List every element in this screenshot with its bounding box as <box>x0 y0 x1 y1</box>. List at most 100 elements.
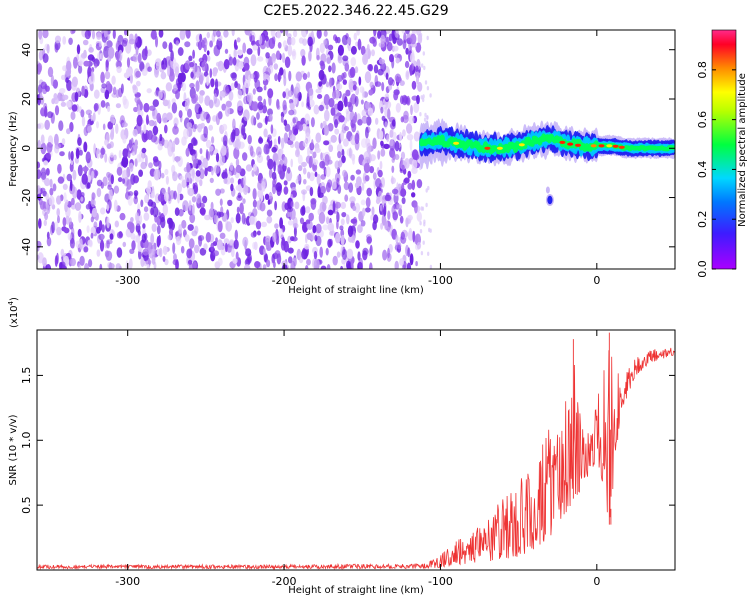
noise-speckle <box>415 261 418 267</box>
noise-speckle <box>184 41 191 48</box>
noise-speckle <box>392 45 399 52</box>
noise-speckle <box>197 235 205 241</box>
noise-speckle <box>416 242 422 250</box>
noise-speckle <box>411 192 416 198</box>
noise-speckle <box>230 217 234 224</box>
noise-speckle <box>199 179 203 187</box>
spectrogram-x-label: Height of straight line (km) <box>288 285 424 296</box>
noise-speckle <box>389 129 394 138</box>
noise-speckle <box>228 56 234 66</box>
noise-speckle <box>273 138 277 147</box>
noise-speckle <box>420 95 423 100</box>
noise-speckle <box>194 244 200 254</box>
noise-speckle <box>76 44 81 55</box>
noise-speckle <box>393 91 399 101</box>
noise-speckle <box>104 71 111 80</box>
noise-speckle <box>257 56 264 62</box>
noise-speckle <box>325 81 329 88</box>
spectrogram-marks <box>37 30 675 269</box>
noise-speckle <box>301 249 308 260</box>
noise-speckle <box>309 172 315 182</box>
noise-speckle <box>227 199 233 207</box>
noise-speckle <box>300 48 306 58</box>
noise-speckle <box>359 86 365 94</box>
noise-speckle <box>103 30 108 38</box>
noise-speckle <box>399 258 404 266</box>
noise-speckle <box>125 187 129 195</box>
noise-speckle <box>350 174 355 181</box>
noise-speckle <box>263 128 268 138</box>
noise-speckle <box>81 173 88 185</box>
noise-speckle <box>37 64 42 75</box>
noise-speckle <box>387 226 390 233</box>
noise-speckle <box>405 218 411 224</box>
noise-speckle <box>67 232 72 241</box>
noise-speckle <box>167 65 171 77</box>
noise-speckle <box>39 200 46 210</box>
noise-speckle <box>398 207 403 217</box>
noise-speckle <box>233 147 240 160</box>
noise-speckle <box>54 255 58 267</box>
noise-speckle <box>255 220 262 230</box>
noise-speckle <box>329 230 336 236</box>
noise-speckle <box>71 243 75 249</box>
noise-speckle <box>254 79 261 90</box>
noise-speckle <box>44 119 50 130</box>
noise-speckle <box>243 264 251 269</box>
noise-speckle <box>189 213 196 224</box>
noise-speckle <box>310 117 315 128</box>
noise-speckle <box>374 81 382 87</box>
noise-speckle <box>362 53 369 65</box>
noise-speckle <box>369 262 373 269</box>
noise-speckle <box>256 112 260 120</box>
noise-speckle <box>46 142 53 153</box>
noise-speckle <box>135 80 141 87</box>
noise-speckle <box>406 262 412 269</box>
noise-speckle <box>391 165 395 173</box>
noise-speckle <box>411 179 416 191</box>
noise-speckle <box>92 112 96 122</box>
noise-speckle <box>83 246 89 253</box>
noise-speckle <box>43 160 49 166</box>
noise-speckle <box>395 102 401 113</box>
noise-speckle <box>340 234 345 246</box>
noise-speckle <box>266 209 273 217</box>
noise-speckle <box>290 158 294 168</box>
noise-speckle <box>289 134 296 142</box>
noise-speckle <box>44 106 48 118</box>
noise-speckle <box>236 206 240 214</box>
noise-speckle <box>224 106 231 117</box>
noise-speckle <box>368 89 374 96</box>
noise-speckle <box>400 157 403 168</box>
noise-speckle <box>83 60 90 67</box>
noise-speckle <box>62 36 67 45</box>
noise-speckle <box>257 95 263 102</box>
noise-speckle <box>221 103 227 111</box>
noise-speckle <box>179 175 184 181</box>
noise-speckle <box>429 93 432 98</box>
noise-speckle <box>351 153 356 161</box>
noise-speckle <box>365 207 371 213</box>
noise-speckle <box>232 118 236 131</box>
noise-speckle <box>288 70 292 82</box>
noise-speckle <box>342 79 347 85</box>
noise-speckle <box>135 234 141 244</box>
noise-speckle <box>230 82 235 91</box>
noise-speckle <box>170 50 174 62</box>
noise-speckle <box>302 123 307 132</box>
noise-speckle <box>266 259 271 268</box>
noise-speckle <box>71 76 78 88</box>
noise-speckle <box>316 54 320 61</box>
noise-speckle <box>322 120 327 127</box>
noise-speckle <box>160 172 165 179</box>
noise-speckle <box>380 148 386 157</box>
noise-speckle <box>224 168 228 177</box>
noise-speckle <box>122 95 127 106</box>
noise-speckle <box>264 193 270 200</box>
noise-speckle <box>291 236 298 242</box>
noise-speckle <box>259 202 266 212</box>
noise-speckle <box>322 224 329 231</box>
noise-speckle <box>392 131 397 142</box>
noise-speckle <box>279 217 283 230</box>
noise-speckle <box>72 186 78 199</box>
